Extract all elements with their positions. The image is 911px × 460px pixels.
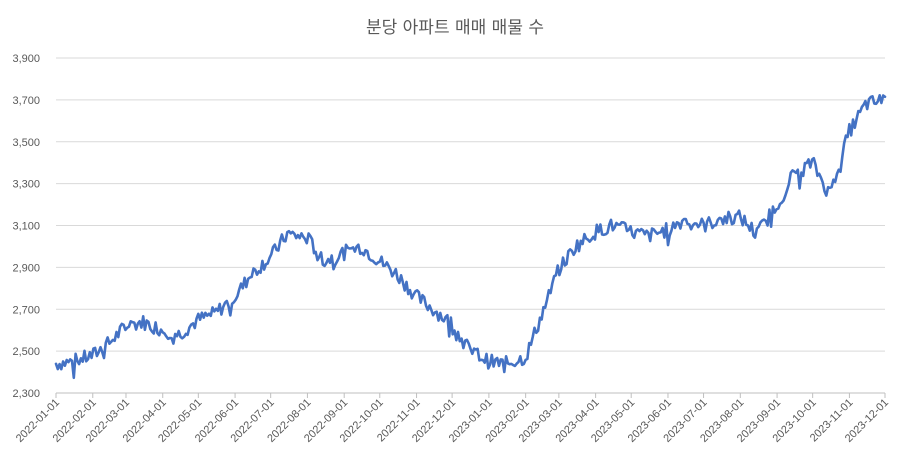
y-axis-ticks: 2,300 2,500 2,700 2,900 3,100 3,300 3,500 3,700…: [12, 53, 40, 400]
y-tick-label: 3,900: [12, 53, 40, 65]
series-line: [54, 94, 887, 380]
y-tick-label: 3,700: [12, 95, 40, 107]
chart-title: 분당 아파트 매매 매물 수: [366, 18, 544, 38]
y-tick-label: 3,500: [12, 137, 40, 149]
x-axis-ticks: 2022-01-012022-02-012022-03-012022-04-01…: [14, 393, 891, 445]
y-tick-label: 2,300: [12, 388, 40, 400]
y-tick-label: 3,100: [12, 221, 40, 233]
y-tick-label: 3,300: [12, 179, 40, 191]
y-tick-label: 2,700: [12, 304, 40, 316]
gridlines: [56, 57, 885, 352]
y-tick-label: 2,500: [12, 346, 40, 358]
y-tick-label: 2,900: [12, 262, 40, 274]
